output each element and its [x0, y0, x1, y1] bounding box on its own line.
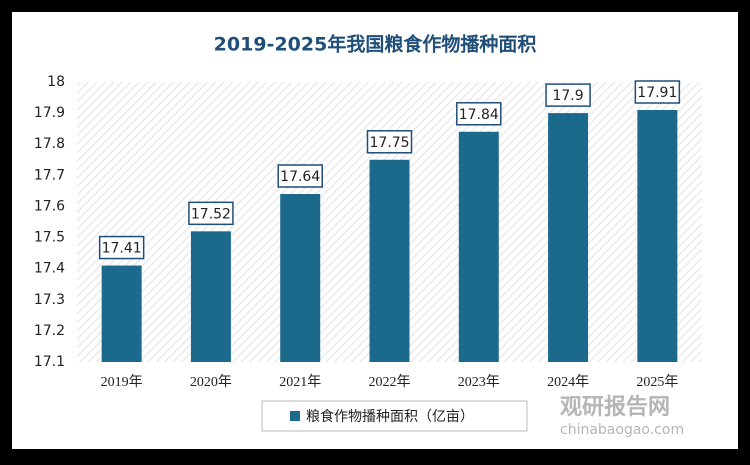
- x-tick-label: 2021年: [279, 374, 321, 390]
- y-tick-label: 17.6: [34, 198, 65, 214]
- bar: [280, 194, 321, 362]
- legend-box: [261, 400, 528, 432]
- value-label: 17.52: [191, 206, 231, 222]
- watermark-url: chinabaogao.com: [560, 422, 684, 438]
- y-tick-label: 17.3: [34, 292, 65, 308]
- y-tick-label: 17.8: [34, 136, 65, 152]
- x-tick-label: 2023年: [458, 374, 500, 390]
- bar: [190, 231, 231, 362]
- bar: [458, 131, 499, 362]
- value-label-box: [456, 102, 502, 126]
- x-tick-label: 2024年: [547, 374, 589, 390]
- y-tick-label: 17.2: [34, 323, 65, 339]
- bar: [369, 159, 410, 362]
- value-label: 17.9: [552, 88, 583, 104]
- y-tick-label: 17.9: [34, 105, 65, 121]
- value-label-box: [634, 80, 681, 104]
- legend-marker: [290, 411, 300, 421]
- value-label-box: [545, 83, 591, 107]
- x-tick-label: 2020年: [190, 374, 232, 390]
- x-tick-label: 2022年: [369, 374, 411, 390]
- x-tick-label: 2019年: [101, 374, 143, 390]
- value-label: 17.75: [369, 135, 409, 151]
- watermark-name: 观研报告网: [560, 395, 670, 420]
- y-tick-label: 17.7: [34, 167, 65, 183]
- value-label: 17.41: [102, 241, 142, 257]
- value-label: 17.91: [637, 85, 677, 101]
- y-tick-label: 17.1: [34, 354, 65, 370]
- value-label-box: [277, 164, 323, 188]
- value-label-box: [188, 201, 234, 226]
- chart-title: 2019-2025年我国粮食作物播种面积: [214, 33, 537, 56]
- value-label-box: [98, 235, 145, 260]
- bar: [548, 113, 589, 362]
- value-label: 17.84: [459, 107, 499, 123]
- value-label-box: [366, 130, 413, 154]
- y-tick-label: 18: [47, 74, 65, 90]
- legend-label: 粮食作物播种面积（亿亩）: [306, 408, 474, 425]
- y-tick-label: 17.5: [34, 230, 65, 246]
- y-tick-label: 17.4: [34, 261, 65, 277]
- bar: [637, 110, 678, 362]
- x-tick-label: 2025年: [636, 374, 678, 390]
- bar: [101, 265, 142, 362]
- value-label: 17.64: [280, 169, 320, 185]
